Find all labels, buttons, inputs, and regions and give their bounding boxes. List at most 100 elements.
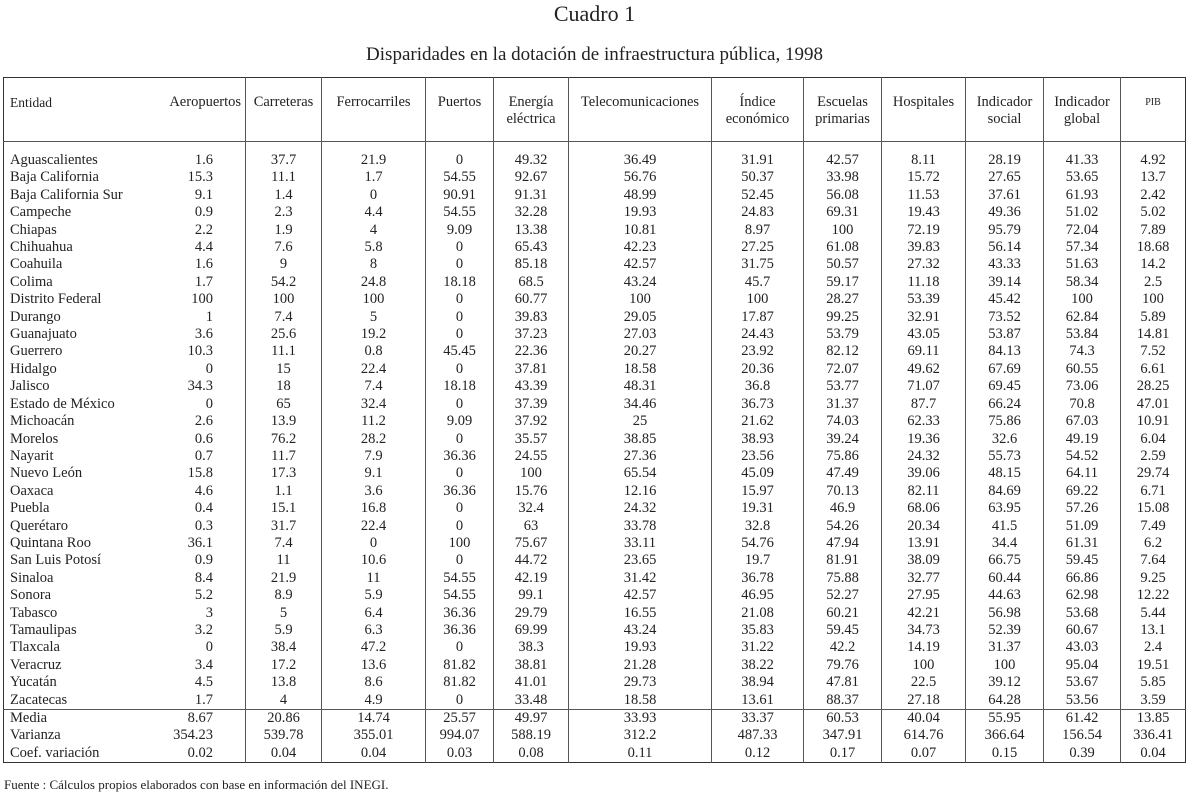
column-header: Indicador global	[1043, 77, 1121, 142]
cell-value: 50.37	[711, 169, 804, 187]
data-row: Morelos 0.6 76.2 28.2 0 35.57 38.85 38.93 39.24 1…	[4, 430, 1186, 448]
cell-value: 487.33	[711, 727, 804, 745]
cell-value: 99.25	[803, 308, 882, 327]
cell-value: 65.43	[493, 239, 569, 257]
cell-value: 0.4	[194, 500, 213, 517]
cell-value: 11	[245, 552, 322, 570]
cell-value: 69.22	[1043, 482, 1121, 501]
data-row: Aguascalientes 1.6 37.7 21.9 0 49.32 36.49 31.9…	[4, 152, 1186, 170]
cell-value: 8.6	[321, 674, 426, 692]
cell-value: 49.62	[881, 360, 966, 379]
row-label: Durango	[10, 308, 61, 325]
cell-value: 2.42	[1120, 186, 1186, 205]
cell-value: 9.09	[425, 221, 494, 240]
cell-value: 68.06	[881, 500, 966, 518]
cell-value: 0	[321, 534, 426, 553]
cell-value: 45.45	[425, 343, 494, 361]
cell-value: 56.08	[803, 186, 882, 205]
cell-value: 91.31	[493, 186, 569, 205]
spacer-cell	[321, 141, 426, 152]
cell-value: 19.43	[881, 204, 966, 222]
column-header: Ferrocarriles	[321, 77, 426, 142]
cell-value: 44.63	[965, 587, 1044, 605]
cell-value: 7.89	[1120, 221, 1186, 240]
data-row: Chihuahua 4.4 7.6 5.8 0 65.43 42.23 27.25 61.08 3…	[4, 239, 1186, 257]
cell-value: 11.1	[245, 169, 322, 187]
cell-value: 61.31	[1043, 534, 1121, 553]
cell-value: 24.32	[881, 447, 966, 466]
cell-value: 34.46	[568, 395, 712, 414]
cell-value: 33.78	[568, 517, 712, 535]
cell-value: 21.9	[245, 569, 322, 588]
cell-value: 24.55	[493, 447, 569, 466]
cell-value: 0.6	[194, 430, 213, 447]
cell-value: 3.4	[194, 656, 213, 673]
cell-value: 36.73	[711, 395, 804, 414]
cell-value: 0	[425, 552, 494, 570]
cell-value: 55.95	[965, 709, 1044, 728]
cell-value: 60.53	[803, 709, 882, 728]
cell-value: 53.87	[965, 326, 1044, 344]
data-row: Guerrero 10.3 11.1 0.8 45.45 22.36 20.27 23.92 8…	[4, 343, 1186, 361]
cell-value: 100	[965, 656, 1044, 675]
cell-value: 35.83	[711, 621, 804, 640]
cell-value: 68.5	[493, 273, 569, 292]
cell-value: 54.55	[425, 204, 494, 222]
cell-value: 42.23	[568, 239, 712, 257]
cell-value: 31.37	[965, 639, 1044, 657]
cell-value: 0	[425, 326, 494, 344]
cell-value: 3.6	[194, 326, 213, 343]
cell-value: 100	[881, 656, 966, 675]
cell-value: 539.78	[245, 727, 322, 745]
cell-value: 15.8	[187, 465, 213, 482]
cell-value: 5	[321, 308, 426, 327]
cell-value: 18	[245, 378, 322, 396]
cell-value: 4.4	[321, 204, 426, 222]
cell-value: 36.36	[425, 604, 494, 622]
cell-value: 2.3	[245, 204, 322, 222]
data-row: Distrito Federal 100 100 100 0 60.77 100 100 28.…	[4, 291, 1186, 309]
cell-value: 60.44	[965, 569, 1044, 588]
cell-value: 21.28	[568, 656, 712, 675]
cell-value: 29.74	[1120, 465, 1186, 483]
cell-value: 0	[321, 186, 426, 205]
cell-value: 23.92	[711, 343, 804, 361]
cell-value: 38.22	[711, 656, 804, 675]
cell-value: 36.8	[711, 378, 804, 396]
data-row: Querétaro 0.3 31.7 22.4 0 63 33.78 32.8 54.26 20.…	[4, 517, 1186, 535]
cell-value: 84.69	[965, 482, 1044, 501]
cell-value: 54.2	[245, 273, 322, 292]
cell-value: 10.3	[187, 343, 213, 360]
cell-value: 0	[425, 465, 494, 483]
cell-value: 36.36	[425, 447, 494, 466]
cell-value: 0	[425, 691, 494, 710]
cell-value: 27.36	[568, 447, 712, 466]
column-header: Escuelas primarias	[803, 77, 882, 142]
row-label: Zacatecas	[10, 691, 68, 708]
cell-value: 20.36	[711, 360, 804, 379]
cell-value: 0.39	[1043, 744, 1121, 763]
row-label: Tamaulipas	[10, 621, 77, 638]
cell-value: 63	[493, 517, 569, 535]
cell-value: 7.49	[1120, 517, 1186, 535]
cell-value: 1.9	[245, 221, 322, 240]
cell-value: 11.7	[245, 447, 322, 466]
column-header: Indicador social	[965, 77, 1044, 142]
cell-value: 51.63	[1043, 256, 1121, 274]
cell-value: 11.18	[881, 273, 966, 292]
data-row: Guanajuato 3.6 25.6 19.2 0 37.23 27.03 24.43 53.…	[4, 326, 1186, 344]
cell-value: 65	[245, 395, 322, 414]
cell-value: 32.28	[493, 204, 569, 222]
cell-value: 61.08	[803, 239, 882, 257]
data-row: Oaxaca 4.6 1.1 3.6 36.36 15.76 12.16 15.97 70.13…	[4, 482, 1186, 501]
cell-value: 52.45	[711, 186, 804, 205]
row-label: Media	[3, 709, 149, 728]
column-header: Puertos	[425, 77, 494, 142]
cell-value: 25.6	[245, 326, 322, 344]
cell-value: 50.57	[803, 256, 882, 274]
cell-value: 0.8	[321, 343, 426, 361]
cell-value: 7.64	[1120, 552, 1186, 570]
cell-value: 29.73	[568, 674, 712, 692]
cell-value: 27.32	[881, 256, 966, 274]
spacer-row	[4, 141, 1186, 152]
